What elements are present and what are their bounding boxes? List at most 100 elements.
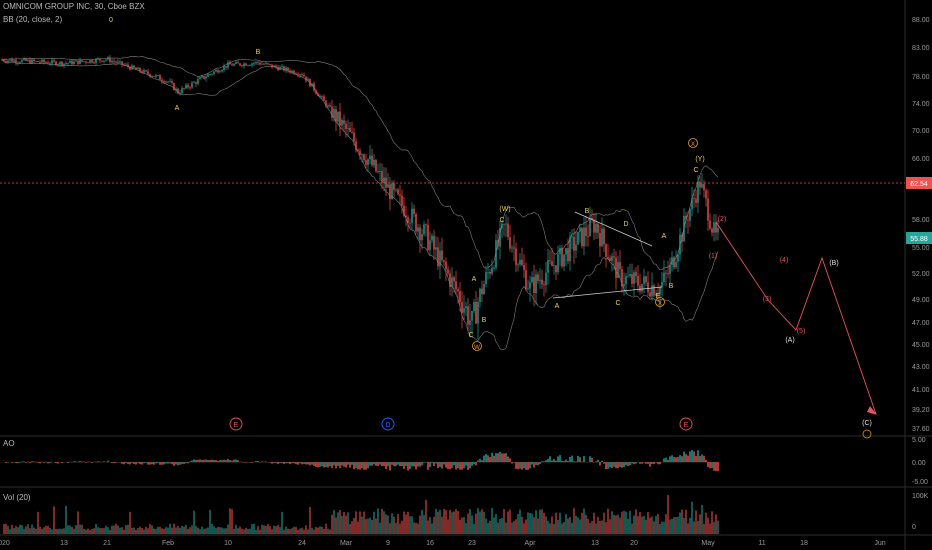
ao-bar — [271, 462, 273, 464]
ao-bar — [485, 454, 487, 463]
candle-body — [201, 76, 203, 78]
ao-bar — [367, 462, 369, 469]
candle-body — [17, 62, 19, 64]
ao-bar — [667, 459, 669, 463]
candle-body — [9, 59, 11, 61]
candle-body — [373, 159, 375, 166]
candle-body — [145, 70, 147, 72]
wave-label: A — [662, 233, 667, 240]
volume-bar — [335, 517, 337, 534]
volume-bar — [343, 511, 345, 534]
volume-bar — [157, 526, 159, 534]
ao-bar — [211, 459, 213, 463]
volume-bar — [391, 513, 393, 534]
candle-body — [25, 58, 27, 61]
volume-bar — [315, 526, 317, 534]
candle-body — [327, 105, 329, 107]
ao-bar — [203, 459, 205, 463]
candle-body — [671, 257, 673, 265]
ao-bar — [433, 462, 435, 467]
volume-bar — [323, 528, 325, 534]
candle-body — [329, 105, 331, 107]
volume-bar — [631, 523, 633, 534]
candle-body — [645, 276, 647, 283]
ao-bar — [509, 458, 511, 463]
volume-bar — [107, 527, 109, 534]
ao-bar — [99, 461, 101, 463]
volume-bar — [611, 511, 613, 534]
ao-bar — [29, 462, 31, 464]
ao-bar — [101, 461, 103, 463]
candle-body — [353, 132, 355, 142]
candle-body — [461, 302, 463, 313]
ao-bar — [691, 450, 693, 463]
ao-bar — [525, 462, 527, 470]
volume-bar — [355, 511, 357, 534]
candle-body — [511, 247, 513, 249]
ao-bar — [695, 455, 697, 463]
candle-body — [683, 215, 685, 242]
volume-bar — [417, 523, 419, 534]
ao-bar — [33, 461, 35, 463]
candle-body — [49, 63, 51, 65]
ao-bar — [245, 462, 247, 463]
candle-body — [69, 60, 71, 64]
volume-bar — [231, 509, 233, 534]
volume-bar — [609, 519, 611, 534]
ao-bar — [377, 462, 379, 466]
ao-bar — [589, 456, 591, 463]
volume-bar — [9, 529, 11, 534]
ao-bar — [709, 462, 711, 469]
volume-bar — [169, 523, 171, 534]
volume-bar — [599, 520, 601, 534]
price-tick-label: 41.00 — [912, 387, 930, 394]
candle-body — [581, 227, 583, 247]
time-tick-label: 2020 — [0, 540, 10, 547]
ao-bar — [115, 462, 117, 463]
ao-bar — [635, 462, 637, 464]
ao-bar — [671, 455, 673, 463]
ao-bar — [649, 462, 651, 467]
candle-body — [265, 63, 267, 65]
candle-body — [503, 223, 505, 225]
volume-bar — [603, 512, 605, 534]
candle-body — [607, 256, 609, 258]
ao-bar — [339, 462, 341, 469]
volume-bar — [35, 528, 37, 534]
candle-body — [635, 272, 637, 277]
volume-bar — [91, 529, 93, 534]
volume-bar — [321, 526, 323, 534]
volume-bar — [263, 525, 265, 534]
ao-bar — [395, 462, 397, 467]
candle-body — [543, 284, 545, 286]
candle-body — [707, 198, 709, 221]
ao-bar — [641, 462, 643, 464]
ao-bar — [125, 462, 127, 464]
volume-bar — [259, 529, 261, 534]
ao-bar — [157, 462, 159, 463]
volume-bar — [257, 526, 259, 534]
volume-bar — [447, 519, 449, 534]
volume-bar — [499, 518, 501, 534]
volume-bar — [563, 522, 565, 534]
candle-body — [161, 79, 163, 82]
candle-body — [525, 270, 527, 289]
candle-body — [639, 285, 641, 292]
volume-bar — [205, 528, 207, 534]
volume-bar — [133, 527, 135, 534]
volume-bar — [505, 522, 507, 534]
candle-body — [367, 159, 369, 165]
volume-bar — [277, 524, 279, 534]
ao-bar — [289, 462, 291, 465]
ao-bar — [353, 462, 355, 470]
price-tick-label: 74.00 — [912, 101, 930, 108]
candle-body — [681, 234, 683, 242]
volume-bar — [439, 509, 441, 534]
ao-bar — [393, 462, 395, 467]
ao-bar — [407, 462, 409, 471]
candle-body — [447, 269, 449, 274]
volume-bar — [647, 511, 649, 534]
ao-bar — [491, 452, 493, 463]
